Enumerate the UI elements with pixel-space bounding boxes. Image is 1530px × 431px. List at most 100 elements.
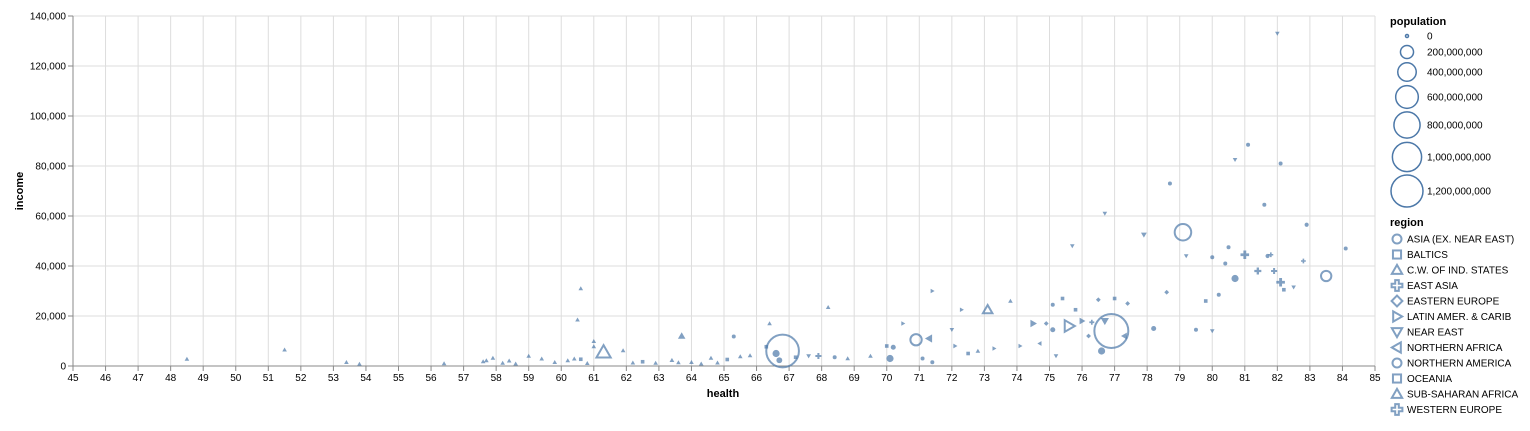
x-tick-label: 77 [1109, 373, 1121, 384]
x-tick-label: 64 [686, 373, 698, 384]
data-point [344, 359, 349, 364]
data-point [1043, 321, 1049, 326]
data-point [1193, 327, 1198, 332]
grid [72, 15, 1376, 367]
data-point [1262, 202, 1267, 207]
data-point [764, 344, 769, 349]
data-point [731, 334, 736, 339]
data-point [767, 321, 772, 326]
shape-legend-symbol [1390, 327, 1404, 340]
data-point [1275, 31, 1280, 36]
shape-legend-label: LATIN AMER. & CARIB [1407, 312, 1512, 323]
data-point [725, 357, 730, 362]
data-point [1079, 317, 1086, 325]
x-tick-label: 48 [165, 373, 177, 384]
data-point [630, 360, 636, 365]
shape-legend-symbol [1391, 233, 1403, 245]
data-point [1210, 255, 1215, 260]
x-tick-label: 84 [1337, 373, 1349, 384]
y-tick-label: 140,000 [30, 12, 67, 23]
shape-legend-label: NORTHERN AMERICA [1407, 359, 1512, 370]
x-tick-label: 65 [718, 373, 730, 384]
data-point [975, 348, 981, 353]
data-point [1226, 245, 1231, 250]
shape-legend-label: C.W. OF IND. STATES [1407, 266, 1509, 277]
data-point [1140, 232, 1147, 238]
data-point [689, 359, 694, 364]
data-point [1102, 211, 1108, 216]
size-legend-label: 1,000,000,000 [1427, 153, 1491, 164]
size-legend-symbol [1397, 62, 1417, 82]
data-point [992, 346, 997, 351]
data-point [930, 360, 935, 365]
data-point [591, 344, 597, 349]
data-point [1089, 319, 1095, 325]
shape-legend-item: EASTERN EUROPE [1390, 294, 1500, 308]
shape-legend-symbol [1390, 279, 1404, 292]
x-tick-label: 61 [588, 373, 600, 384]
shape-legend-item: OCEANIA [1391, 373, 1452, 385]
data-point [1125, 301, 1131, 306]
data-point [959, 307, 964, 313]
data-point [653, 360, 658, 365]
data-point [591, 338, 597, 343]
shape-legend-label: OCEANIA [1407, 374, 1452, 385]
x-tick-label: 51 [263, 373, 275, 384]
data-point [1173, 222, 1193, 242]
x-tick-label: 73 [979, 373, 991, 384]
x-tick-label: 54 [360, 373, 372, 384]
shape-legend-symbol [1390, 386, 1404, 399]
data-point [594, 343, 613, 359]
data-point [1073, 307, 1078, 312]
size-legend-symbol [1391, 141, 1423, 173]
data-point [571, 356, 577, 361]
x-tick-label: 59 [523, 373, 535, 384]
data-point [620, 348, 626, 353]
marks [184, 31, 1348, 369]
data-point [890, 344, 896, 350]
data-point [1276, 277, 1285, 287]
data-point [884, 344, 889, 348]
data-point [1063, 318, 1077, 334]
data-point [1112, 296, 1117, 301]
data-point [1050, 302, 1055, 307]
data-point [920, 356, 925, 361]
data-point [1050, 327, 1056, 333]
data-point [1008, 298, 1013, 303]
shape-legend-item: BALTICS [1391, 249, 1448, 261]
data-point [490, 355, 496, 360]
data-point [776, 357, 783, 364]
data-point [1203, 299, 1208, 303]
data-point [640, 359, 645, 364]
data-point [669, 357, 675, 363]
data-point [1018, 343, 1023, 349]
data-point [1320, 269, 1333, 283]
data-point [1030, 319, 1037, 328]
data-point [1232, 158, 1238, 163]
size-legend-title: population [1390, 16, 1446, 28]
shape-legend-item: NEAR EAST [1390, 327, 1464, 340]
x-tick-label: 76 [1076, 373, 1088, 384]
x-tick-label: 75 [1044, 373, 1056, 384]
data-point [886, 354, 894, 363]
size-legend-label: 400,000,000 [1427, 68, 1483, 79]
data-point [578, 286, 584, 291]
shape-legend-item: ASIA (EX. NEAR EAST) [1391, 233, 1514, 246]
data-point [1093, 313, 1130, 349]
data-point [815, 352, 822, 360]
y-axis-title: income [14, 172, 26, 211]
x-tick-label: 66 [751, 373, 763, 384]
data-point [1231, 274, 1239, 283]
shape-legend-item: NORTHERN AFRICA [1389, 340, 1503, 355]
data-point [357, 361, 362, 366]
data-point [1121, 332, 1127, 340]
y-tick-label: 40,000 [35, 262, 66, 273]
data-point [901, 321, 906, 326]
shape-legend-symbol [1392, 309, 1405, 324]
data-point [1100, 317, 1109, 326]
data-point [500, 360, 505, 365]
y-tick-label: 60,000 [35, 212, 66, 223]
data-point [676, 360, 681, 365]
data-point [981, 302, 995, 315]
